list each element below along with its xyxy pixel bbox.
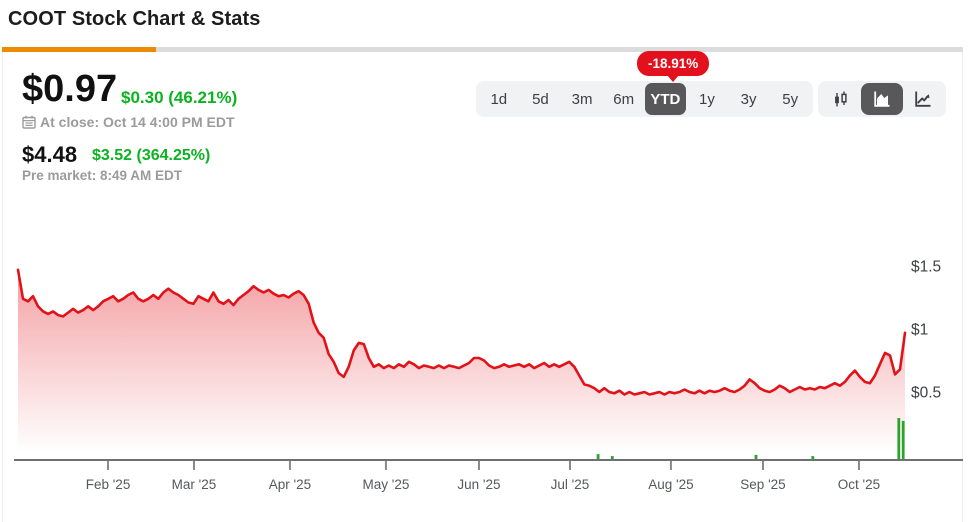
range-selector: 1d 5d 3m 6m YTD 1y 3y 5y [476, 81, 813, 117]
at-close-row: At close: Oct 14 4:00 PM EDT [22, 114, 235, 130]
volume-bar [610, 456, 614, 459]
x-axis-label: Aug '25 [648, 477, 693, 492]
line-chart-button[interactable] [903, 83, 944, 115]
volume-bar [901, 420, 905, 459]
range-button-3m[interactable]: 3m [571, 90, 593, 108]
candlestick-chart-button[interactable] [820, 83, 861, 115]
price-line [16, 268, 907, 396]
x-axis-label: Jun '25 [457, 477, 500, 492]
x-axis-label: Feb '25 [86, 477, 131, 492]
range-button-1y[interactable]: 1y [699, 90, 715, 108]
calendar-icon [22, 115, 36, 129]
title-accent-bar [2, 47, 156, 52]
area-chart-icon [874, 91, 890, 107]
area-chart-button[interactable] [861, 83, 903, 115]
range-button-5d[interactable]: 5d [532, 90, 549, 108]
x-axis-label: Apr '25 [269, 477, 311, 492]
premarket-time: Pre market: 8:49 AM EDT [22, 168, 183, 183]
price-change: $0.30 (46.21%) [121, 88, 238, 107]
x-axis-label: May '25 [362, 477, 409, 492]
candlestick-icon [835, 91, 847, 106]
price-chart[interactable]: Feb '25 Mar '25 Apr '25 May '25 Jun '25 Jul '… [0, 200, 970, 522]
range-button-6m[interactable]: 6m [613, 90, 635, 108]
x-axis-label: Sep '25 [740, 477, 785, 492]
range-button-5y[interactable]: 5y [782, 90, 799, 108]
x-axis-label: Jul '25 [551, 477, 590, 492]
price-area [18, 269, 905, 455]
current-price: $0.97 [22, 68, 118, 110]
y-axis-label: $1 [911, 322, 928, 339]
range-button-1d[interactable]: 1d [490, 90, 508, 108]
volume-bar [811, 456, 815, 459]
x-axis-label: Mar '25 [172, 477, 217, 492]
volume-bar [897, 418, 901, 459]
ytd-change-tooltip: -18.91% [637, 51, 710, 82]
x-axis-label: Oct '25 [838, 477, 880, 492]
premarket-price: $4.48 [22, 142, 78, 167]
chart-type-selector [818, 81, 946, 117]
section-divider [2, 47, 963, 52]
y-axis-label: $0.5 [911, 385, 941, 402]
premarket-change: $3.52 (364.25%) [92, 147, 211, 164]
range-button-ytd[interactable]: YTD [644, 83, 687, 115]
line-chart-icon [915, 91, 931, 107]
at-close-text: At close: Oct 14 4:00 PM EDT [40, 114, 235, 130]
volume-bar [596, 454, 600, 459]
y-axis-label: $1.5 [911, 259, 941, 276]
range-button-3y[interactable]: 3y [740, 90, 757, 108]
page-title: COOT Stock Chart & Stats [8, 8, 261, 30]
volume-bar [754, 454, 758, 459]
